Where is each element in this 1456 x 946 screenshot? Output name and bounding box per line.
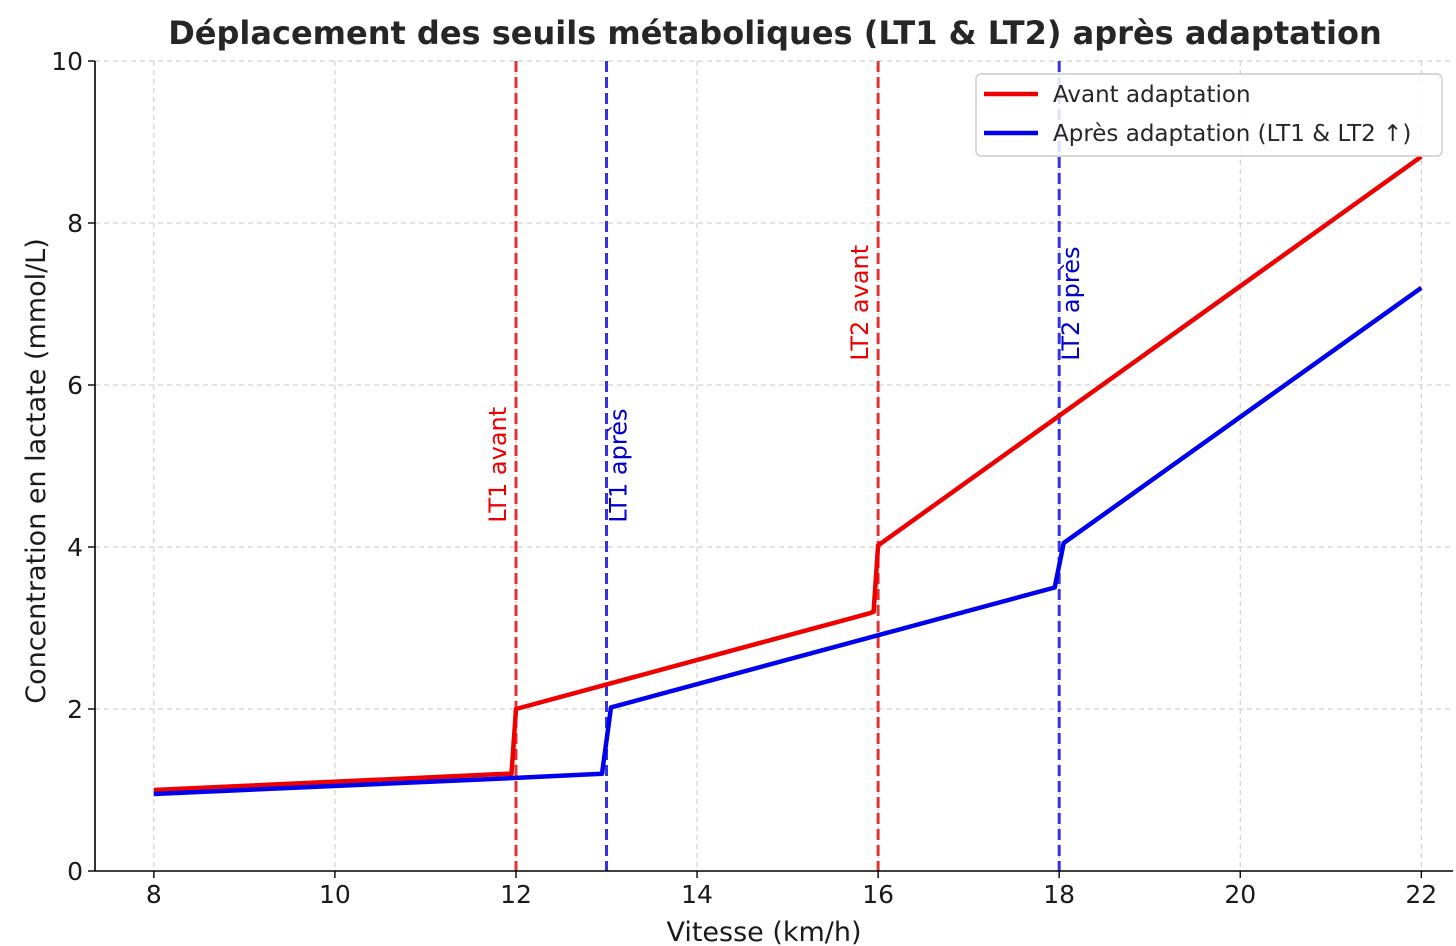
y-axis-label: Concentration en lactate (mmol/L) bbox=[21, 238, 52, 704]
x-tick-label: 22 bbox=[1405, 880, 1437, 909]
x-tick-label: 10 bbox=[319, 880, 351, 909]
chart-title: Déplacement des seuils métaboliques (LT1… bbox=[168, 14, 1382, 52]
x-axis-label: Vitesse (km/h) bbox=[666, 917, 861, 946]
x-tick-label: 14 bbox=[681, 880, 713, 909]
threshold-lines: LT1 avant LT1 après LT2 avant LT2 après bbox=[484, 61, 1085, 871]
axes: 8 10 12 14 16 18 20 22 0 2 4 6 8 10 Vitesse (km/h) Conc… bbox=[21, 47, 1453, 946]
y-tick-label: 10 bbox=[51, 47, 83, 76]
x-tick-label: 16 bbox=[862, 880, 894, 909]
legend-label: Après adaptation (LT1 & LT2 ↑) bbox=[1053, 121, 1411, 147]
threshold-label: LT2 après bbox=[1057, 247, 1085, 361]
x-tick-label: 20 bbox=[1224, 880, 1256, 909]
legend-label: Avant adaptation bbox=[1053, 82, 1251, 108]
series-line bbox=[153, 285, 1423, 797]
threshold-label: LT1 après bbox=[605, 409, 633, 523]
y-tick-label: 2 bbox=[67, 695, 83, 724]
x-tick-label: 18 bbox=[1043, 880, 1075, 909]
y-tick-label: 8 bbox=[67, 209, 83, 238]
threshold-label: LT2 avant bbox=[846, 245, 874, 361]
y-tick-label: 6 bbox=[67, 371, 83, 400]
x-tick-label: 12 bbox=[500, 880, 532, 909]
grid bbox=[95, 60, 1453, 872]
legend: Avant adaptation Après adaptation (LT1 & … bbox=[975, 73, 1443, 157]
y-tick-label: 0 bbox=[67, 857, 83, 886]
y-tick-label: 4 bbox=[67, 533, 83, 562]
series-line bbox=[153, 154, 1423, 793]
x-tick-label: 8 bbox=[146, 880, 162, 909]
series-lines bbox=[153, 154, 1423, 797]
legend-box bbox=[975, 73, 1443, 157]
threshold-label: LT1 avant bbox=[484, 407, 512, 523]
